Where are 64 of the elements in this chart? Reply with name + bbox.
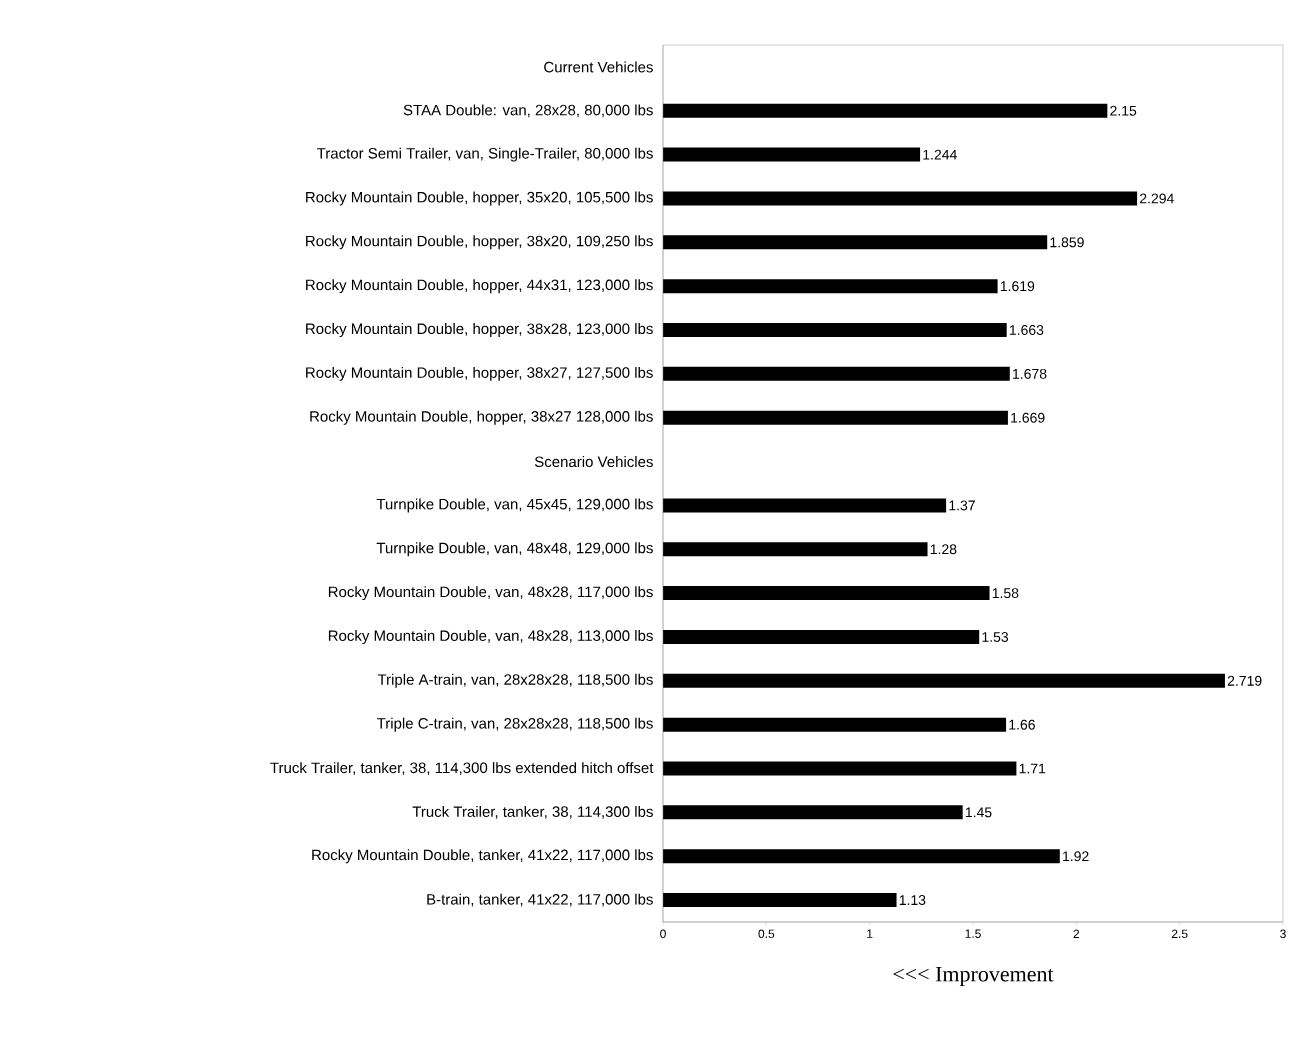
y-tick-label: Tractor Semi Trailer, van, Single-Trailer, 80,000 lbs [317, 147, 653, 162]
y-tick-label: Rocky Mountain Double, van, 48x28, 117,000 lbs [328, 586, 653, 601]
data-label: 2.15 [1110, 105, 1137, 116]
y-tick-label: Rocky Mountain Double, hopper, 35x20, 105,500 lbs [306, 191, 653, 206]
data-label: 1.244 [923, 149, 957, 160]
bar [663, 849, 1060, 864]
bar [663, 717, 1007, 732]
y-tick-label: Triple C-train, van, 28x28x28, 118,500 lbs [376, 717, 653, 732]
bar [663, 542, 928, 557]
y-tick-label: Rocky Mountain Double, hopper, 44x31, 123,000 lbs [306, 279, 653, 294]
x-tick-label: 2 [1073, 929, 1080, 938]
x-tick-label: 1 [867, 929, 873, 938]
bar [663, 366, 1010, 381]
y-tick-label: Truck Trailer, tanker, 38, 114,300 lbs [412, 805, 653, 819]
bar [663, 893, 897, 908]
bar [663, 235, 1048, 250]
bar [663, 586, 990, 601]
y-tick-label: Rocky Mountain Double, tanker, 41x22, 117,000 lbs [312, 849, 653, 864]
data-label: 1.28 [930, 544, 957, 555]
y-tick-label: Rocky Mountain Double, hopper, 38x27 128,000 lbs [310, 410, 653, 425]
data-label: 1.678 [1013, 368, 1047, 379]
x-axis-title: <<< Improvement [893, 966, 1054, 986]
y-tick-label: Rocky Mountain Double, hopper, 38x20, 109,250 lbs [306, 235, 653, 250]
bar [663, 147, 921, 162]
data-label: 1.859 [1050, 237, 1084, 248]
bar [663, 629, 980, 644]
bar [663, 279, 998, 294]
bar [663, 673, 1225, 688]
bar [663, 498, 947, 513]
bar [663, 323, 1007, 338]
x-tick-label: 0 [660, 929, 666, 939]
data-label: 1.37 [949, 500, 975, 511]
bar [663, 761, 1017, 776]
bar [663, 103, 1108, 118]
data-label: 1.45 [965, 807, 992, 818]
y-tick-label: Triple A-train, van, 28x28x28, 118,500 lbs [377, 673, 653, 688]
y-tick-label: Rocky Mountain Double, hopper, 38x28, 123,000 lbs [306, 323, 653, 337]
y-tick-label: Rocky Mountain Double, van, 48x28, 113,000 lbs [328, 629, 653, 644]
y-tick-label: Turnpike Double, van, 45x45, 129,000 lbs [376, 498, 653, 513]
data-label: 1.619 [1000, 281, 1035, 292]
data-label: 1.66 [1009, 719, 1035, 730]
y-tick-label: Truck Trailer, tanker, 38, 114,300 lbs extended hitch offset [270, 762, 654, 775]
y-tick-label: Turnpike Double, van, 48x48, 129,000 lbs [376, 542, 653, 557]
data-label: 1.13 [899, 895, 926, 906]
data-label: 1.71 [1019, 763, 1046, 774]
y-tick-label: B-train, tanker, 41x22, 117,000 lbs [427, 893, 653, 907]
data-label: 2.294 [1140, 193, 1174, 204]
bar [663, 191, 1138, 206]
y-tick-label: Rocky Mountain Double, hopper, 38x27, 127,500 lbs [306, 366, 653, 381]
y-tick-label: Current Vehicles [544, 61, 653, 73]
x-tick-label: 1.5 [965, 929, 981, 938]
data-label: 1.663 [1009, 325, 1044, 335]
y-tick-label: STAA Double: van, 28x28, 80,000 lbs [403, 104, 653, 118]
x-tick-label: 2.5 [1171, 929, 1188, 939]
y-tick-label: Scenario Vehicles [534, 456, 653, 468]
data-label: 2.719 [1227, 675, 1262, 686]
data-label: 1.58 [992, 588, 1019, 599]
data-label: 1.92 [1063, 851, 1089, 862]
bar [663, 410, 1008, 425]
x-tick-label: 0.5 [758, 929, 775, 939]
x-tick-label: 3 [1280, 929, 1286, 939]
data-label: 1.669 [1011, 412, 1045, 423]
bar [663, 805, 963, 820]
data-label: 1.53 [982, 632, 1009, 642]
